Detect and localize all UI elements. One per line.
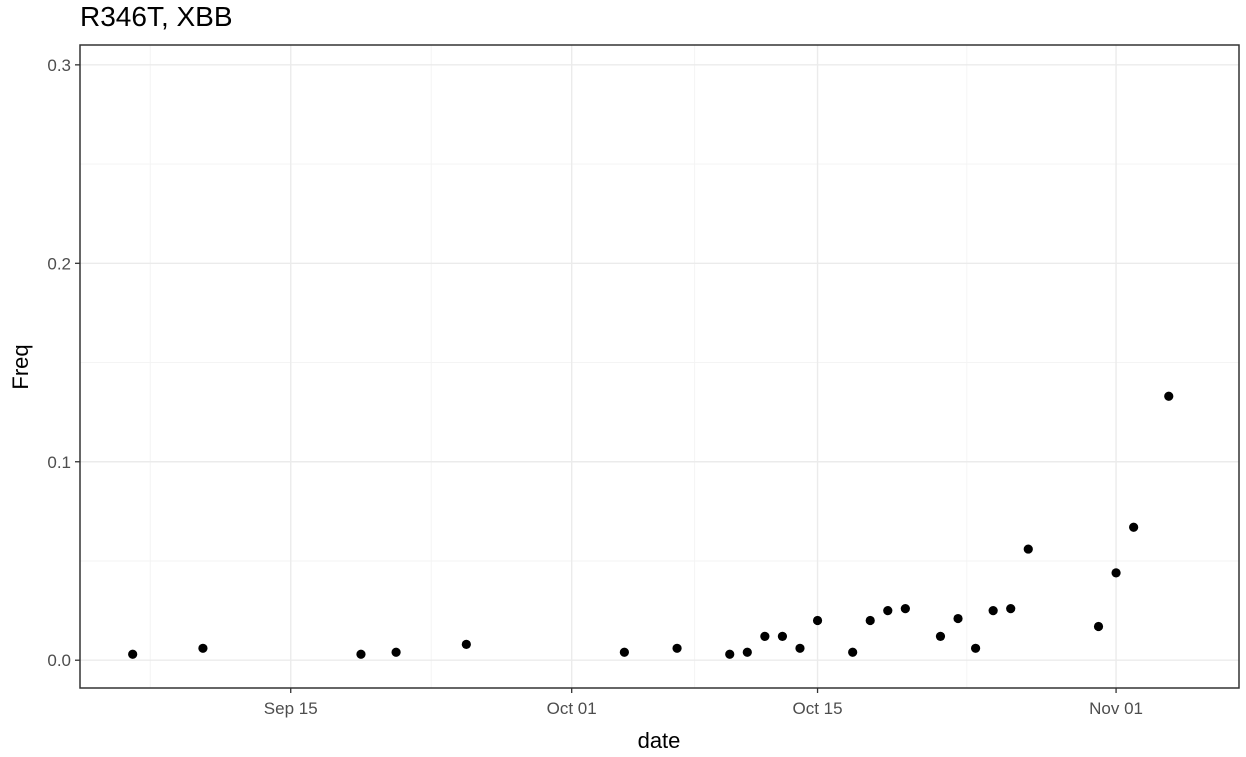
chart-title: R346T, XBB (80, 1, 233, 32)
data-point (1164, 391, 1174, 401)
data-point (461, 639, 471, 649)
data-point (900, 604, 910, 614)
y-tick-label: 0.1 (47, 453, 71, 472)
x-tick-label: Nov 01 (1089, 699, 1143, 718)
data-point (953, 613, 963, 624)
points-layer (128, 391, 1174, 659)
data-point (1129, 522, 1139, 532)
x-tick-label: Oct 01 (547, 699, 597, 718)
y-tick-label: 0.3 (47, 56, 71, 75)
data-point (795, 643, 805, 653)
data-point (848, 647, 858, 657)
data-point (970, 643, 981, 653)
data-point (760, 631, 770, 642)
data-point (356, 649, 366, 659)
data-point (619, 647, 629, 657)
x-axis-title: date (638, 728, 681, 753)
x-tick-label: Sep 15 (264, 699, 318, 718)
data-point (777, 631, 788, 642)
data-point (1006, 604, 1016, 614)
x-tick-label: Oct 15 (792, 699, 842, 718)
data-point (672, 643, 682, 653)
data-point (812, 615, 823, 626)
data-point (1023, 544, 1033, 554)
data-point (391, 647, 401, 657)
axis-layer: 0.0 0.1 0.2 0.3 Sep 15 Oct 01 Oct 15 Nov 01 (47, 56, 1143, 718)
data-point (988, 606, 998, 616)
y-axis-title: Freq (8, 344, 33, 389)
data-point (725, 649, 735, 659)
y-tick-label: 0.0 (47, 651, 71, 670)
data-point (198, 643, 208, 653)
y-tick-label: 0.2 (47, 254, 71, 273)
data-point (935, 631, 946, 642)
data-point (883, 606, 893, 616)
data-point (865, 615, 875, 626)
data-point (1111, 568, 1121, 578)
data-point (742, 647, 752, 657)
panel-border (79, 44, 1240, 689)
data-point (1093, 621, 1104, 632)
data-point (128, 649, 138, 659)
grid-layer (80, 45, 1239, 688)
